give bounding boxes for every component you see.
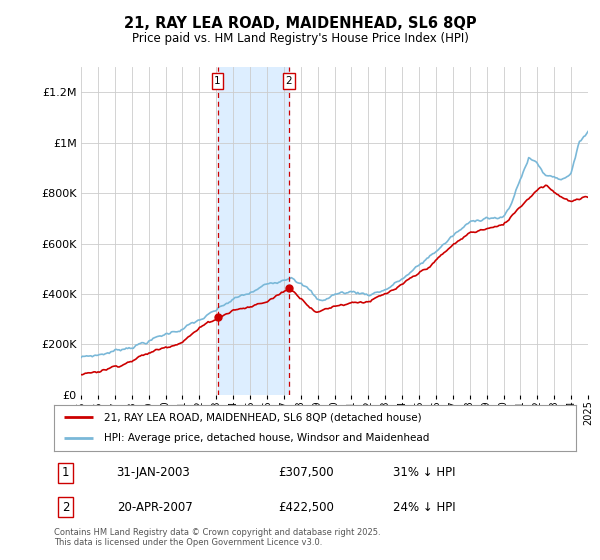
- Text: 2: 2: [62, 501, 69, 514]
- Text: 1: 1: [62, 466, 69, 479]
- Text: 24% ↓ HPI: 24% ↓ HPI: [394, 501, 456, 514]
- Text: £422,500: £422,500: [278, 501, 334, 514]
- Text: 21, RAY LEA ROAD, MAIDENHEAD, SL6 8QP (detached house): 21, RAY LEA ROAD, MAIDENHEAD, SL6 8QP (d…: [104, 412, 421, 422]
- Text: Price paid vs. HM Land Registry's House Price Index (HPI): Price paid vs. HM Land Registry's House …: [131, 31, 469, 45]
- Text: 31-JAN-2003: 31-JAN-2003: [116, 466, 190, 479]
- Text: 1: 1: [214, 76, 221, 86]
- Text: HPI: Average price, detached house, Windsor and Maidenhead: HPI: Average price, detached house, Wind…: [104, 433, 429, 444]
- Bar: [218, 67, 289, 395]
- Text: £307,500: £307,500: [278, 466, 334, 479]
- Text: 31% ↓ HPI: 31% ↓ HPI: [394, 466, 456, 479]
- Text: 2: 2: [286, 76, 292, 86]
- Text: 20-APR-2007: 20-APR-2007: [116, 501, 193, 514]
- Text: Contains HM Land Registry data © Crown copyright and database right 2025.
This d: Contains HM Land Registry data © Crown c…: [54, 528, 380, 547]
- Text: 21, RAY LEA ROAD, MAIDENHEAD, SL6 8QP: 21, RAY LEA ROAD, MAIDENHEAD, SL6 8QP: [124, 16, 476, 31]
